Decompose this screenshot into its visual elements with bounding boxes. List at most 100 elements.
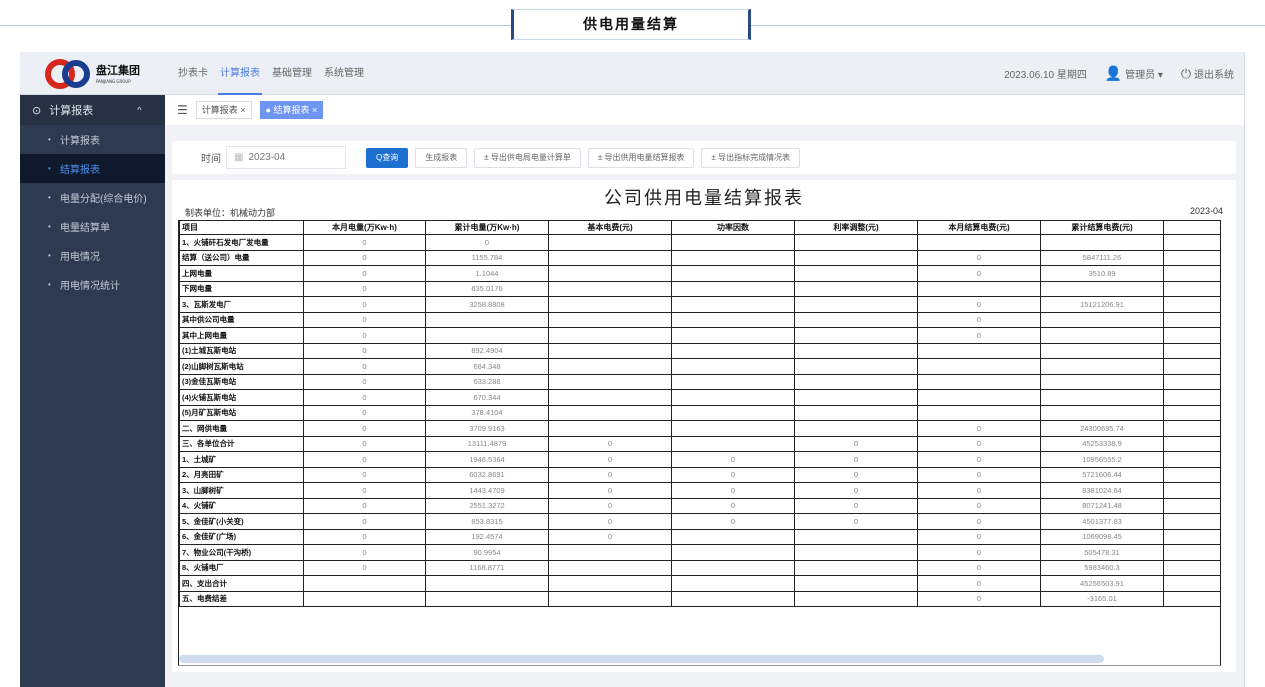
table-cell — [548, 389, 672, 406]
table-cell: 3258.8808 — [425, 296, 549, 313]
sidebar-item-calc-report[interactable]: 计算报表 — [20, 125, 165, 154]
table-cell — [794, 420, 918, 437]
row-label: 其中上网电量 — [179, 327, 304, 344]
table-cell: 6032.8691 — [425, 466, 549, 483]
table-cell — [425, 327, 549, 344]
table-cell: 1.1044 — [425, 265, 549, 282]
logout-button[interactable]: ⏻ 退出系统 — [1181, 66, 1234, 82]
table-cell: 1069098.45 — [1040, 528, 1164, 545]
table-row: (4)火铺瓦斯电站 0 670.344 — [179, 389, 1220, 406]
horizontal-scrollbar[interactable] — [179, 655, 1104, 663]
table-cell — [1163, 342, 1220, 359]
table-cell — [1163, 296, 1220, 313]
generate-report-button[interactable]: 生成报表 — [415, 147, 468, 168]
row-label: 1、火铺矸石发电厂发电量 — [179, 234, 304, 251]
nav-calc-report[interactable]: 计算报表 — [218, 52, 262, 95]
table-cell: 0 — [671, 497, 795, 514]
table-row: 7、物业公司(干沟桥) 0 90.9954 0 505478.31 — [179, 544, 1220, 561]
export-settlement-button[interactable]: ± 导出供用电量结算报表 — [587, 147, 695, 168]
table-cell — [1163, 482, 1220, 499]
nav-system-management[interactable]: 系统管理 — [324, 68, 364, 79]
table-cell: 24300695.74 — [1040, 420, 1164, 437]
sidebar-item-settlement-sheet[interactable]: 电量结算单 — [20, 212, 165, 241]
table-cell: 192.4574 — [425, 528, 549, 545]
table-cell — [917, 373, 1041, 390]
row-label: (2)山脚树瓦斯电站 — [179, 358, 304, 375]
table-cell — [425, 311, 549, 328]
export-indicator-button[interactable]: ± 导出指标完成情况表 — [701, 147, 801, 168]
tab-settlement-report[interactable]: ● 结算报表 × — [259, 101, 324, 119]
table-cell — [1040, 342, 1164, 359]
table-cell — [425, 590, 549, 607]
table-cell: 2551.3272 — [425, 497, 549, 514]
table-cell — [794, 373, 918, 390]
table-cell — [548, 420, 672, 437]
row-label: (4)火铺瓦斯电站 — [179, 389, 304, 406]
column-header: 累计结算电费(元) — [1040, 220, 1164, 235]
report-table: 项目 本月电量(万Kw·h) 累计电量(万Kw·h) 基本电费(元) 功率因数 利率调整(… — [179, 220, 1220, 607]
table-cell: 5983460.3 — [1040, 559, 1164, 576]
table-cell — [1163, 497, 1220, 514]
table-cell — [671, 528, 795, 545]
table-row: 下网电量 0 635.0176 — [179, 280, 1220, 297]
table-cell: 0 — [794, 513, 918, 530]
row-label: (1)土城瓦斯电站 — [179, 342, 304, 359]
table-cell — [1163, 234, 1220, 251]
tab-calc-report[interactable]: 计算报表 × — [195, 101, 252, 119]
table-row: 其中供公司电量000.4 — [179, 311, 1220, 328]
table-cell: 0 — [917, 249, 1041, 266]
table-cell — [671, 358, 795, 375]
menu-toggle-icon[interactable]: ☰ — [177, 103, 188, 117]
table-cell — [1163, 280, 1220, 297]
table-cell — [303, 590, 426, 607]
table-cell — [1040, 373, 1164, 390]
table-cell — [1163, 373, 1220, 390]
table-cell — [548, 327, 672, 344]
user-menu[interactable]: 👤 管理员 ▾ — [1105, 65, 1163, 82]
table-cell — [1163, 528, 1220, 545]
nav-basic-management[interactable]: 基础管理 — [272, 68, 312, 79]
table-cell — [794, 342, 918, 359]
filter-bar: 时间 ▦ 2023-04 Q查询 生成报表 ± 导出供电局电量计算单 ± 导出供用… — [172, 141, 1236, 174]
table-cell — [303, 575, 426, 592]
table-cell — [1163, 435, 1220, 452]
column-header: 平均电 — [1163, 220, 1220, 235]
user-icon: 👤 — [1104, 65, 1123, 81]
export-bureau-calc-button[interactable]: ± 导出供电局电量计算单 — [474, 147, 581, 168]
table-cell — [917, 389, 1041, 406]
sidebar-item-usage[interactable]: 用电情况 — [20, 241, 165, 270]
row-label: 四、支出合计 — [179, 575, 304, 592]
sidebar-item-settlement-report[interactable]: 结算报表 — [20, 154, 165, 183]
table-cell: 0 — [917, 327, 1041, 344]
sidebar-item-usage-stats[interactable]: 用电情况统计 — [20, 270, 165, 299]
nav-meter-card[interactable]: 抄表卡 — [178, 68, 208, 79]
table-cell: 0 — [917, 590, 1041, 607]
table-cell — [794, 280, 918, 297]
table-cell: 8071241.48 — [1040, 497, 1164, 514]
brand-logo: 盘江集团 PANJIANG GROUP — [44, 59, 154, 89]
row-label: 2、月亮田矿 — [179, 466, 304, 483]
table-cell: 0 — [671, 482, 795, 499]
table-row: 4、火铺矿 0 2551.3272 0 0 0 0 8071241.48 — [179, 497, 1220, 514]
query-button[interactable]: Q查询 — [366, 147, 409, 168]
table-cell: 0 — [548, 482, 672, 499]
table-cell — [671, 435, 795, 452]
brand-name: 盘江集团 — [96, 63, 140, 77]
table-cell: 90.9954 — [425, 544, 549, 561]
table-cell — [794, 590, 918, 607]
table-cell — [548, 311, 672, 328]
table-cell — [794, 575, 918, 592]
table-cell — [1040, 311, 1164, 328]
table-cell — [794, 296, 918, 313]
sidebar-item-power-allocation[interactable]: 电量分配(综合电价) — [20, 183, 165, 212]
row-label: 下网电量 — [179, 280, 304, 297]
sidebar-group-calc-report[interactable]: ⊙ 计算报表 ^ — [20, 95, 165, 125]
row-label: 二、网供电量 — [179, 420, 304, 437]
month-picker[interactable]: ▦ 2023-04 — [226, 146, 346, 169]
table-cell: 10956555.2 — [1040, 451, 1164, 468]
row-label: 3、瓦斯发电厂 — [179, 296, 304, 313]
report-title: 公司供用电量结算报表 — [604, 188, 804, 208]
table-cell: 1155.784 — [425, 249, 549, 266]
